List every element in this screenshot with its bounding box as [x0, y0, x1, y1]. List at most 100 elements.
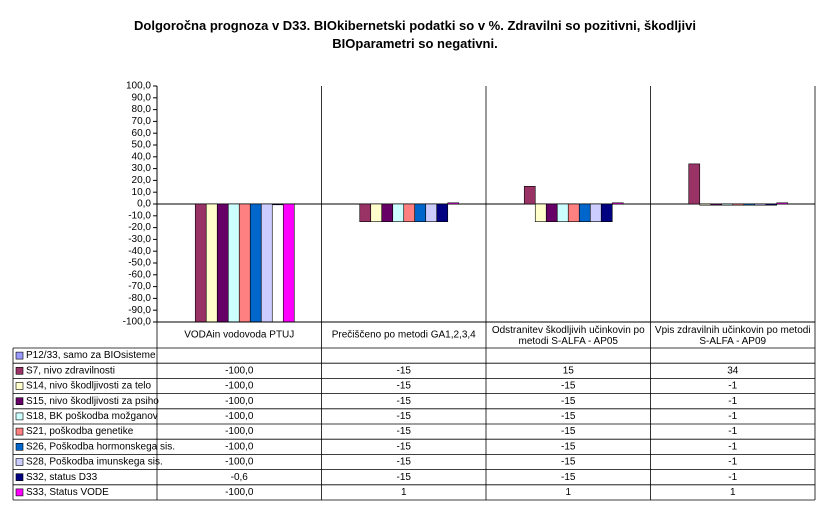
- bar: [227, 203, 240, 323]
- bar: [392, 203, 405, 223]
- data-table-value: -15: [561, 396, 576, 407]
- data-table-value: -15: [397, 441, 412, 452]
- y-tick-label: 90,0: [132, 92, 152, 103]
- bar: [381, 203, 394, 223]
- legend-key: [15, 382, 24, 390]
- legend-label: S15, nivo škodljivosti za psiho: [26, 396, 159, 407]
- y-tick-label: 10,0: [132, 187, 152, 198]
- data-table-value: -15: [397, 472, 412, 483]
- data-table-value: -15: [561, 457, 576, 468]
- y-tick-label: 60,0: [132, 128, 152, 139]
- x-category-label: Odstranitev škodljivih učinkovin po metod…: [492, 325, 645, 347]
- data-table-value: -1: [728, 426, 737, 437]
- legend-label: S33, Status VODE: [26, 487, 109, 498]
- legend-key: [15, 427, 24, 436]
- bar: [567, 203, 580, 223]
- bar: [754, 203, 767, 206]
- bar: [447, 202, 460, 205]
- data-table-value: 1: [565, 487, 571, 498]
- bar: [238, 203, 251, 323]
- y-tick-label: 80,0: [132, 104, 152, 115]
- y-tick-label: 100,0: [126, 81, 151, 92]
- data-table-value: -100,0: [225, 457, 254, 468]
- data-table-value: -100,0: [225, 426, 254, 437]
- legend-key: [15, 488, 24, 497]
- legend-key: [15, 458, 24, 466]
- bar: [710, 203, 723, 206]
- data-table-value: -15: [561, 381, 576, 392]
- legend-label: S18, BK poškodba možganov: [26, 411, 158, 422]
- bar: [425, 203, 438, 223]
- data-table-value: 34: [727, 365, 739, 376]
- bar: [271, 203, 284, 206]
- bar: [282, 203, 295, 323]
- data-table-value: -100,0: [225, 396, 254, 407]
- bar: [534, 203, 547, 223]
- bar: [194, 203, 207, 323]
- bar: [776, 202, 789, 205]
- chart-title: Dolgoročna prognoza v D33. BIOkibernetsk…: [134, 18, 696, 51]
- legend-key: [15, 366, 24, 375]
- y-tick-label: -60,0: [128, 269, 151, 280]
- legend-key: [15, 412, 24, 421]
- data-table-value: -15: [397, 411, 412, 422]
- data-table-value: -100,0: [225, 441, 254, 452]
- data-table-value: -15: [397, 426, 412, 437]
- bar: [260, 203, 273, 323]
- y-tick-label: -30,0: [128, 234, 151, 245]
- data-table-value: -15: [561, 472, 576, 483]
- y-tick-label: -40,0: [128, 246, 151, 257]
- data-table-value: -100,0: [225, 381, 254, 392]
- x-category-label: VODAin vodovoda PTUJ: [184, 330, 294, 341]
- y-tick-label: 20,0: [132, 175, 152, 186]
- bar: [578, 203, 591, 223]
- bar: [414, 203, 427, 223]
- legend-key: [15, 351, 24, 360]
- legend-key: [15, 473, 24, 482]
- y-tick-label: -90,0: [128, 305, 151, 316]
- data-table-value: -1: [728, 381, 737, 392]
- data-table-value: -15: [561, 426, 576, 437]
- bar: [205, 203, 218, 323]
- x-category-label: Prečiščeno po metodi GA1,2,3,4: [332, 330, 476, 341]
- bar: [611, 202, 624, 205]
- data-table-value: -1: [728, 411, 737, 422]
- data-table-value: -100,0: [225, 365, 254, 376]
- legend-label: S14, nivo škodljivosti za telo: [26, 381, 152, 392]
- y-tick-label: -20,0: [128, 222, 151, 233]
- data-table-value: -1: [728, 472, 737, 483]
- legend-key: [15, 442, 24, 451]
- legend-label: S32, status D33: [26, 472, 98, 483]
- bar: [249, 203, 262, 323]
- bar: [732, 203, 745, 206]
- bar: [600, 203, 613, 223]
- data-table-value: -15: [397, 457, 412, 468]
- legend-label: S28, Poškodba imunskega sis.: [26, 457, 163, 468]
- bar: [721, 203, 734, 206]
- bar: [436, 203, 449, 223]
- y-tick-label: 70,0: [132, 116, 152, 127]
- y-tick-label: 40,0: [132, 151, 152, 162]
- data-table-value: -15: [397, 396, 412, 407]
- data-table-value: -1: [728, 441, 737, 452]
- legend-label: P12/33, samo za BIOsisteme: [26, 350, 156, 361]
- data-table-value: -15: [397, 381, 412, 392]
- bar: [216, 203, 229, 323]
- data-table-value: -15: [397, 365, 412, 376]
- x-category-label: Vpis zdravilnih učinkovin po metodi S-ALF…: [655, 325, 811, 347]
- y-tick-label: 50,0: [132, 140, 152, 151]
- y-tick-label: 30,0: [132, 163, 152, 174]
- y-tick-label: 0,0: [137, 199, 151, 210]
- data-table-value: -15: [561, 441, 576, 452]
- y-tick-label: -50,0: [128, 258, 151, 269]
- bar: [589, 203, 602, 223]
- bar: [765, 203, 778, 206]
- legend-label: S26, Poškodba hormonskega sis.: [26, 441, 175, 452]
- bar: [370, 203, 383, 223]
- data-table-value: -15: [561, 411, 576, 422]
- bar: [556, 203, 569, 223]
- data-table-value: -100,0: [225, 487, 254, 498]
- bar: [359, 203, 372, 223]
